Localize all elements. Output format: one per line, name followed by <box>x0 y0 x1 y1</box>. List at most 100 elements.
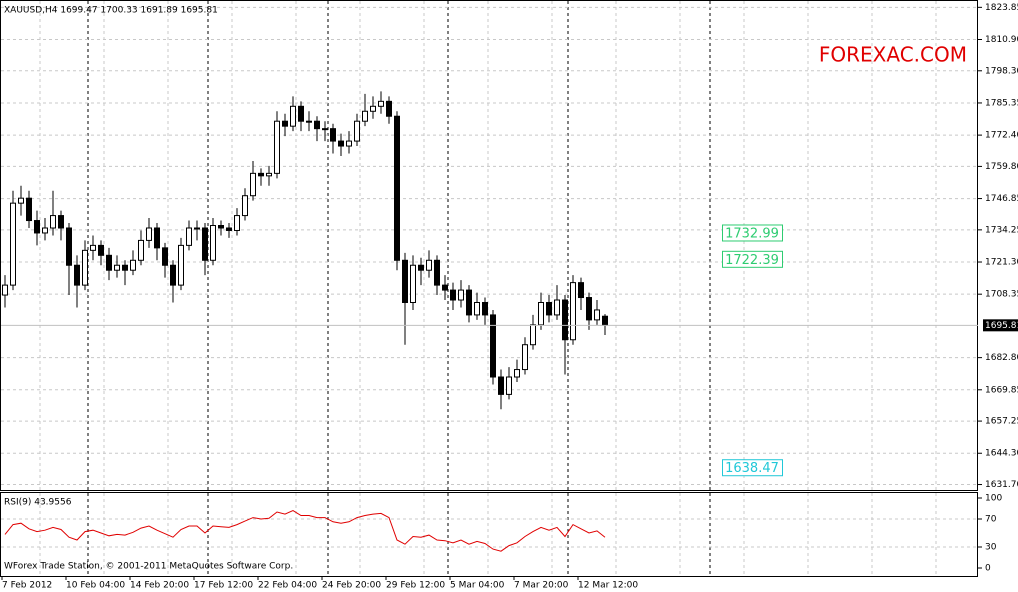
candle-body <box>274 120 280 174</box>
candle-body <box>554 299 560 316</box>
candle-body <box>586 297 592 321</box>
candle-body <box>122 264 128 271</box>
y-tick-label: 1708.35 <box>985 290 1018 300</box>
candle-body <box>74 264 80 286</box>
y-tick-label: 1798.30 <box>985 66 1018 76</box>
candle-body <box>322 128 328 131</box>
candle-body <box>170 264 176 286</box>
candle-body <box>114 264 120 271</box>
candle-body <box>50 215 56 229</box>
candle-body <box>538 301 544 326</box>
x-tick-label: 17 Feb 12:00 <box>194 581 253 591</box>
x-tick-label: 7 Feb 2012 <box>2 581 52 591</box>
candle-body <box>354 120 360 142</box>
candle-body <box>506 376 512 395</box>
candle-body <box>546 301 552 316</box>
candle-body <box>498 376 504 395</box>
candle-body <box>226 227 232 231</box>
candle-body <box>42 227 48 234</box>
price-level-label: 1732.99 <box>725 226 779 241</box>
x-tick-label: 10 Feb 04:00 <box>66 581 125 591</box>
candle-body <box>386 100 392 117</box>
candle-body <box>418 264 424 271</box>
footer: WForex Trade Station, © 2001-2011 MetaQu… <box>4 562 293 572</box>
candle-body <box>370 105 376 112</box>
watermark: FOREXAC.COM <box>819 43 967 67</box>
main-panel <box>0 0 978 491</box>
candle-body <box>154 227 160 249</box>
candle-body <box>98 244 104 256</box>
y-tick-label: 1657.25 <box>985 417 1018 427</box>
candle-body <box>330 128 336 142</box>
candle-body <box>562 299 568 341</box>
price-level-box <box>722 459 783 477</box>
x-tick-label: 7 Mar 20:00 <box>514 581 569 591</box>
candle-body <box>338 140 344 147</box>
last-price-box <box>983 319 1018 332</box>
candle-body <box>210 225 216 261</box>
last-price-label: 1695.81 <box>985 321 1018 331</box>
price-level-label: 1638.47 <box>725 461 779 476</box>
y-tick-label: 1810.90 <box>985 35 1018 45</box>
candle-body <box>282 120 288 127</box>
price-level-box <box>722 224 783 242</box>
candle-body <box>58 215 64 229</box>
candle-body <box>442 284 448 291</box>
candle-body <box>522 344 528 371</box>
candle-body <box>402 259 408 303</box>
candle-body <box>130 259 136 271</box>
candle-body <box>106 254 112 271</box>
y-tick-label: 1631.70 <box>985 480 1018 490</box>
y-tick-label: 100 <box>985 494 1002 504</box>
candle-body <box>394 115 400 261</box>
candle-body <box>426 259 432 271</box>
candle-body <box>298 105 304 122</box>
rsi-panel <box>0 492 978 577</box>
candle-body <box>530 324 536 346</box>
candle-body <box>482 301 488 316</box>
candle-body <box>138 239 144 261</box>
candle-body <box>490 314 496 378</box>
candle-body <box>434 259 440 286</box>
x-tick-label: 14 Feb 20:00 <box>130 581 189 591</box>
y-tick-label: 1785.35 <box>985 98 1018 108</box>
rsi-line <box>4 510 606 552</box>
candle-body <box>314 120 320 130</box>
y-tick-label: 1669.85 <box>985 385 1018 395</box>
candle-body <box>202 227 208 261</box>
candle-body <box>514 369 520 378</box>
candle-body <box>242 195 248 217</box>
price-level-box <box>722 250 783 268</box>
candle-body <box>18 197 24 204</box>
y-tick-label: 1746.85 <box>985 194 1018 204</box>
candle-body <box>578 282 584 299</box>
y-tick-label: 1644.30 <box>985 449 1018 459</box>
x-tick-label: 22 Feb 04:00 <box>258 581 317 591</box>
y-tick-label: 30 <box>985 543 997 553</box>
candle-body <box>178 244 184 286</box>
rsi-title: RSI(9) 43.9556 <box>4 498 72 508</box>
y-tick-label: 1772.40 <box>985 131 1018 141</box>
candle-body <box>306 120 312 123</box>
candle-body <box>218 225 224 229</box>
candle-body <box>466 289 472 316</box>
candle-body <box>266 172 272 177</box>
candle-body <box>194 227 200 230</box>
y-tick-label: 1823.85 <box>985 3 1018 13</box>
x-tick-label: 12 Mar 12:00 <box>578 581 638 591</box>
x-tick-label: 29 Feb 12:00 <box>386 581 445 591</box>
candle-body <box>450 289 456 301</box>
price-level-label: 1722.39 <box>725 253 779 268</box>
y-tick-label: 1734.25 <box>985 225 1018 235</box>
y-tick-label: 0 <box>985 564 991 574</box>
candle-body <box>474 301 480 316</box>
candle-body <box>570 282 576 341</box>
candle-body <box>290 105 296 127</box>
candle-body <box>82 249 88 286</box>
candle-body <box>378 100 384 107</box>
candle-body <box>34 220 40 234</box>
candle-body <box>602 315 608 326</box>
candle-body <box>594 309 600 321</box>
candle-body <box>362 110 368 122</box>
